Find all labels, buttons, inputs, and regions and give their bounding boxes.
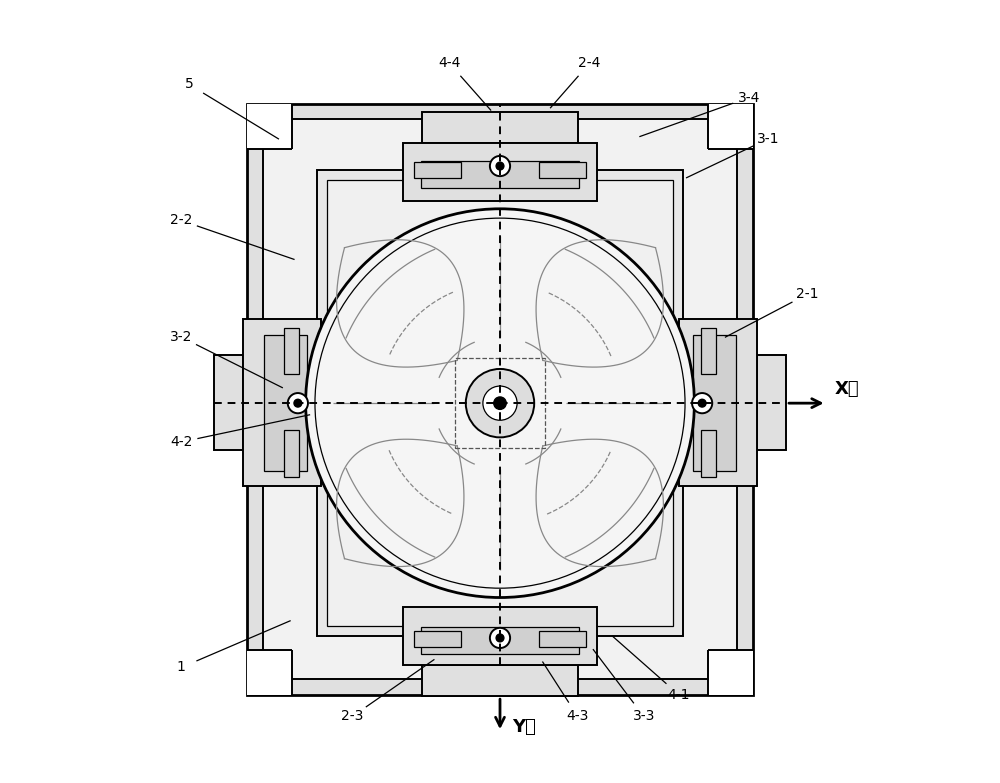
Text: 4-2: 4-2	[170, 435, 192, 449]
Bar	[757, 355, 786, 449]
Bar	[264, 335, 307, 471]
Bar	[327, 180, 673, 626]
Bar	[701, 431, 716, 477]
Bar	[708, 650, 753, 695]
Bar	[403, 607, 597, 666]
Bar	[701, 328, 716, 374]
Bar	[247, 104, 753, 695]
Text: 4-3: 4-3	[567, 709, 589, 723]
Bar	[455, 359, 545, 448]
Text: Y轴: Y轴	[512, 718, 536, 736]
Bar	[263, 119, 737, 679]
Text: 2-1: 2-1	[796, 287, 818, 301]
Circle shape	[483, 386, 517, 420]
Bar	[422, 112, 578, 143]
Bar	[317, 170, 683, 637]
Text: 1: 1	[177, 661, 186, 674]
Bar	[247, 104, 292, 149]
Bar	[539, 162, 586, 178]
Bar	[693, 335, 736, 471]
Circle shape	[494, 397, 506, 410]
Bar	[421, 627, 579, 655]
Bar	[243, 319, 321, 486]
Bar	[414, 631, 461, 647]
Text: 4-1: 4-1	[668, 687, 690, 702]
Text: X轴: X轴	[834, 381, 859, 399]
Circle shape	[692, 393, 712, 413]
Bar	[679, 319, 757, 486]
Circle shape	[496, 634, 504, 642]
Circle shape	[294, 399, 302, 407]
Bar	[414, 162, 461, 178]
Text: 4-4: 4-4	[438, 56, 461, 70]
Text: 5: 5	[185, 78, 193, 92]
Bar	[539, 631, 586, 647]
Text: 3-2: 3-2	[170, 330, 192, 344]
Circle shape	[288, 393, 308, 413]
Circle shape	[306, 209, 694, 597]
Text: 2-4: 2-4	[578, 56, 601, 70]
Text: 2-3: 2-3	[341, 709, 363, 723]
Text: 3-3: 3-3	[633, 709, 655, 723]
Circle shape	[496, 162, 504, 170]
Text: 3-4: 3-4	[738, 91, 760, 105]
Bar	[422, 666, 578, 696]
Bar	[284, 431, 299, 477]
Bar	[421, 161, 579, 188]
Bar	[708, 104, 753, 149]
Bar	[403, 143, 597, 201]
Bar	[247, 650, 292, 695]
Circle shape	[466, 369, 534, 438]
Text: 2-2: 2-2	[170, 214, 192, 228]
Circle shape	[698, 399, 706, 407]
Circle shape	[490, 628, 510, 648]
Bar	[284, 328, 299, 374]
Bar	[214, 355, 243, 449]
Circle shape	[490, 156, 510, 176]
Text: 3-1: 3-1	[757, 132, 779, 146]
